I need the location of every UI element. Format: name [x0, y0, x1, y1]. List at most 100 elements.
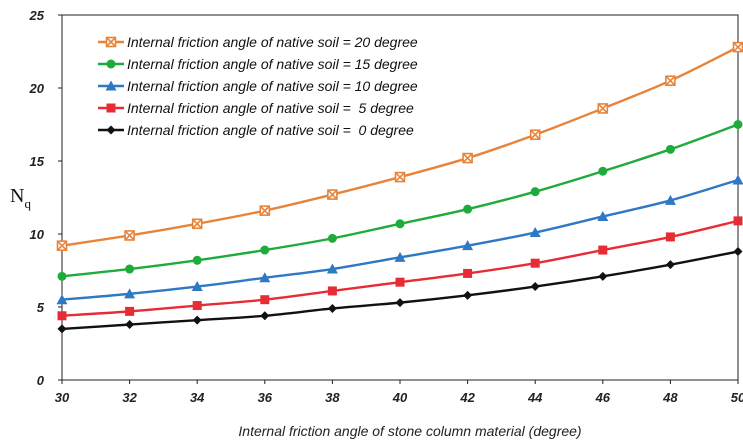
series-group [56, 41, 743, 251]
legend-item: Internal friction angle of native soil =… [98, 56, 418, 72]
data-point [125, 306, 135, 316]
data-point [733, 216, 743, 226]
data-point [124, 230, 135, 241]
legend-label: Internal friction angle of native soil =… [127, 100, 414, 116]
data-point [665, 144, 675, 154]
data-point [394, 171, 406, 183]
series-layer [56, 41, 743, 334]
data-point [125, 264, 135, 274]
data-point [395, 219, 405, 229]
data-point [56, 294, 68, 305]
data-point [463, 204, 473, 214]
data-point [665, 75, 676, 86]
data-point [395, 298, 405, 308]
data-point [732, 174, 743, 185]
x-tick-label: 34 [190, 390, 205, 405]
data-point [57, 324, 67, 334]
data-point [259, 205, 271, 216]
data-point [529, 129, 541, 141]
data-point [598, 245, 608, 255]
y-tick-label: 20 [29, 81, 45, 96]
data-point [665, 260, 675, 270]
data-point [394, 251, 406, 262]
x-tick-label: 40 [392, 390, 408, 405]
legend-swatch-marker [106, 125, 116, 135]
legend-item: Internal friction angle of native soil =… [98, 34, 418, 50]
data-point [530, 282, 540, 292]
data-point [192, 315, 202, 325]
data-point [57, 271, 67, 281]
x-tick-label: 38 [325, 390, 340, 405]
y-tick-label: 5 [37, 300, 45, 315]
y-tick-label: 0 [37, 373, 45, 388]
data-point [664, 194, 676, 205]
data-point [598, 166, 608, 176]
x-tick-label: 44 [527, 390, 543, 405]
y-axis-label: Nq [10, 185, 31, 211]
x-axis-label: Internal friction angle of stone column … [238, 423, 581, 439]
data-point [462, 152, 473, 164]
legend-label: Internal friction angle of native soil =… [127, 56, 418, 72]
data-point [530, 258, 540, 268]
y-tick-label: 25 [29, 8, 45, 23]
series-line [61, 46, 739, 247]
legend-item: Internal friction angle of native soil =… [98, 122, 414, 138]
data-point [326, 263, 338, 274]
data-point [395, 277, 405, 287]
data-point [327, 189, 338, 200]
data-point [260, 311, 270, 321]
y-tick-label: 10 [30, 227, 45, 242]
data-point [56, 240, 68, 251]
data-point [327, 303, 337, 313]
legend-item: Internal friction angle of native soil =… [98, 78, 418, 94]
data-point [260, 245, 270, 255]
data-point [597, 210, 609, 221]
data-point [529, 227, 541, 238]
data-point [598, 271, 608, 281]
series-group [57, 216, 743, 321]
data-point [327, 286, 337, 296]
legend-swatch-marker [105, 80, 117, 91]
data-point [57, 311, 67, 321]
data-point [259, 272, 271, 283]
data-point [732, 41, 743, 53]
y-axis-label-subscript: q [24, 196, 31, 211]
data-point [463, 290, 473, 300]
data-point [463, 268, 473, 278]
y-tick-label: 15 [30, 154, 45, 169]
x-tick-label: 48 [662, 390, 678, 405]
data-point [327, 233, 337, 243]
data-point [530, 187, 540, 197]
x-tick-label: 30 [55, 390, 70, 405]
y-axis-ticks: 0 5 10 15 20 25 [29, 8, 62, 388]
x-tick-label: 32 [122, 390, 137, 405]
legend-swatch-marker [106, 59, 116, 69]
data-point [665, 232, 675, 242]
legend-swatch-marker [105, 36, 117, 48]
legend: Internal friction angle of native soil =… [98, 34, 418, 138]
data-point [125, 320, 135, 330]
x-tick-label: 50 [731, 390, 743, 405]
data-point [733, 120, 743, 129]
data-point [191, 281, 203, 292]
data-point [597, 103, 609, 114]
data-point [192, 301, 202, 311]
series-group [56, 174, 743, 305]
x-axis-ticks: 30 32 34 36 38 40 42 44 46 48 50 [55, 380, 743, 405]
data-point [733, 247, 743, 257]
legend-label: Internal friction angle of native soil =… [127, 34, 418, 50]
series-group [57, 247, 743, 334]
data-point [192, 255, 202, 265]
data-point [260, 295, 270, 305]
legend-swatch-marker [106, 103, 116, 113]
legend-item: Internal friction angle of native soil =… [98, 100, 414, 116]
x-tick-label: 42 [459, 390, 475, 405]
x-tick-label: 36 [258, 390, 273, 405]
series-group [57, 120, 743, 281]
x-tick-label: 46 [595, 390, 611, 405]
data-point [462, 240, 474, 251]
legend-label: Internal friction angle of native soil =… [127, 122, 414, 138]
y-axis-label-main: N [10, 185, 24, 207]
legend-label: Internal friction angle of native soil =… [127, 78, 418, 94]
